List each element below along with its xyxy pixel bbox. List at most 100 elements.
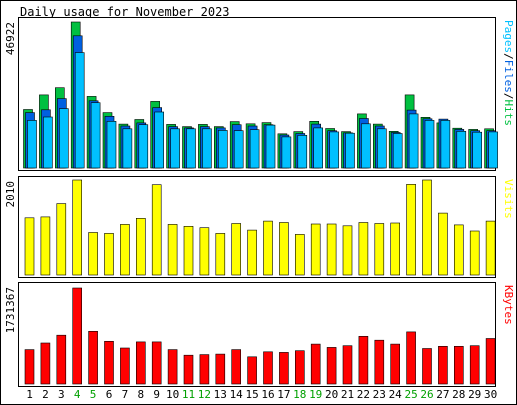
legend-part-hits-files-pages-4: Hits xyxy=(502,100,515,127)
legend-part-hits-files-pages-0: Pages xyxy=(502,20,515,53)
bar-pages-day-8 xyxy=(138,124,149,169)
x-tick-label-day-11: 11 xyxy=(182,388,195,401)
bar-pages-day-11 xyxy=(186,128,196,169)
x-tick-label-day-12: 12 xyxy=(198,388,211,401)
bar-visits-day-10 xyxy=(167,224,178,276)
bar-visits-day-1 xyxy=(24,217,35,276)
bar-pages-day-15 xyxy=(249,129,260,169)
x-tick-label-day-22: 22 xyxy=(357,388,370,401)
x-tick-label-day-7: 7 xyxy=(122,388,129,401)
bar-pages-day-30 xyxy=(488,131,498,169)
x-tick-label-day-28: 28 xyxy=(452,388,465,401)
bar-visits-day-23 xyxy=(374,223,385,276)
x-tick-label-day-27: 27 xyxy=(436,388,449,401)
bar-visits-day-9 xyxy=(151,184,162,276)
bar-kbytes-day-8 xyxy=(136,341,146,385)
bar-pages-day-25 xyxy=(408,113,419,169)
bar-kbytes-day-22 xyxy=(358,335,369,385)
bar-kbytes-day-3 xyxy=(56,334,67,385)
chart-title: Daily usage for November 2023 xyxy=(20,5,230,19)
bar-pages-day-5 xyxy=(90,102,101,169)
bar-kbytes-day-4 xyxy=(72,287,82,385)
bar-pages-day-6 xyxy=(106,121,117,169)
bar-visits-day-6 xyxy=(104,233,114,276)
bar-kbytes-day-26 xyxy=(422,348,432,385)
bar-visits-day-15 xyxy=(247,229,257,276)
bar-pages-day-9 xyxy=(154,111,164,169)
bar-kbytes-day-11 xyxy=(183,354,194,385)
x-tick-label-day-3: 3 xyxy=(58,388,65,401)
bar-kbytes-day-1 xyxy=(24,349,35,385)
bar-kbytes-day-10 xyxy=(167,349,178,385)
bar-visits-day-27 xyxy=(438,212,448,276)
bar-kbytes-day-25 xyxy=(406,331,416,385)
bar-visits-day-14 xyxy=(231,223,241,276)
x-tick-label-day-21: 21 xyxy=(341,388,354,401)
x-tick-label-day-25: 25 xyxy=(404,388,417,401)
bar-pages-day-2 xyxy=(43,116,53,169)
bar-kbytes-day-18 xyxy=(294,350,305,385)
bar-kbytes-day-17 xyxy=(279,352,289,385)
bar-pages-day-19 xyxy=(313,127,324,169)
ymax-label-visits: 2010 xyxy=(4,181,17,208)
bar-pages-day-3 xyxy=(58,108,69,169)
ymax-label-hits-files-pages: 46922 xyxy=(4,22,17,55)
bar-pages-day-28 xyxy=(456,131,467,169)
x-tick-label-day-20: 20 xyxy=(325,388,338,401)
bar-visits-day-24 xyxy=(390,222,401,276)
x-tick-label-day-18: 18 xyxy=(293,388,306,401)
x-tick-label-day-16: 16 xyxy=(261,388,274,401)
x-tick-label-day-2: 2 xyxy=(42,388,49,401)
bar-kbytes-day-15 xyxy=(247,356,257,385)
bar-visits-day-7 xyxy=(120,224,130,276)
bar-visits-day-11 xyxy=(183,226,194,276)
panel-kbytes xyxy=(18,282,496,387)
bar-pages-day-23 xyxy=(376,128,387,169)
bar-visits-day-22 xyxy=(358,222,369,276)
bar-visits-day-29 xyxy=(469,230,480,276)
bar-kbytes-day-2 xyxy=(40,342,51,385)
bar-kbytes-day-6 xyxy=(104,340,114,385)
ymax-label-kbytes: 1731367 xyxy=(4,287,17,333)
bar-pages-day-22 xyxy=(361,123,371,169)
bar-kbytes-day-21 xyxy=(342,345,353,385)
bar-pages-day-20 xyxy=(329,131,339,169)
bar-kbytes-day-12 xyxy=(199,354,210,385)
bar-pages-day-7 xyxy=(122,128,133,169)
bar-pages-day-26 xyxy=(424,120,435,169)
bar-visits-day-26 xyxy=(422,179,432,276)
bar-pages-day-18 xyxy=(297,135,308,169)
x-tick-label-day-17: 17 xyxy=(277,388,290,401)
bar-kbytes-day-23 xyxy=(374,339,385,385)
bar-kbytes-day-7 xyxy=(120,347,130,385)
bar-pages-day-27 xyxy=(440,120,451,169)
legend-visits: Visits xyxy=(502,179,515,219)
x-tick-label-day-23: 23 xyxy=(373,388,386,401)
bar-pages-day-1 xyxy=(27,120,37,169)
bar-pages-day-24 xyxy=(392,133,403,169)
bar-visits-day-18 xyxy=(294,234,305,276)
x-tick-label-day-13: 13 xyxy=(214,388,227,401)
legend-part-kbytes-0: KBytes xyxy=(502,285,515,325)
legend-kbytes: KBytes xyxy=(502,285,515,325)
legend-part-hits-files-pages-1: / xyxy=(502,53,515,60)
bar-visits-day-2 xyxy=(40,216,51,276)
x-tick-label-day-1: 1 xyxy=(26,388,33,401)
bar-kbytes-day-24 xyxy=(390,343,401,385)
x-tick-label-day-5: 5 xyxy=(90,388,97,401)
legend-hits-files-pages: Pages/Files/Hits xyxy=(502,20,515,126)
x-tick-label-day-30: 30 xyxy=(484,388,497,401)
bar-kbytes-day-30 xyxy=(485,338,496,385)
bar-visits-day-13 xyxy=(215,233,226,276)
bar-kbytes-day-14 xyxy=(231,349,241,385)
bar-visits-day-17 xyxy=(279,222,289,276)
bar-pages-day-12 xyxy=(202,128,212,169)
bar-kbytes-day-19 xyxy=(310,343,321,385)
bar-visits-day-19 xyxy=(310,223,321,276)
bar-visits-day-3 xyxy=(56,203,67,276)
x-tick-label-day-9: 9 xyxy=(153,388,160,401)
x-tick-label-day-26: 26 xyxy=(420,388,433,401)
bar-pages-day-14 xyxy=(233,130,244,169)
